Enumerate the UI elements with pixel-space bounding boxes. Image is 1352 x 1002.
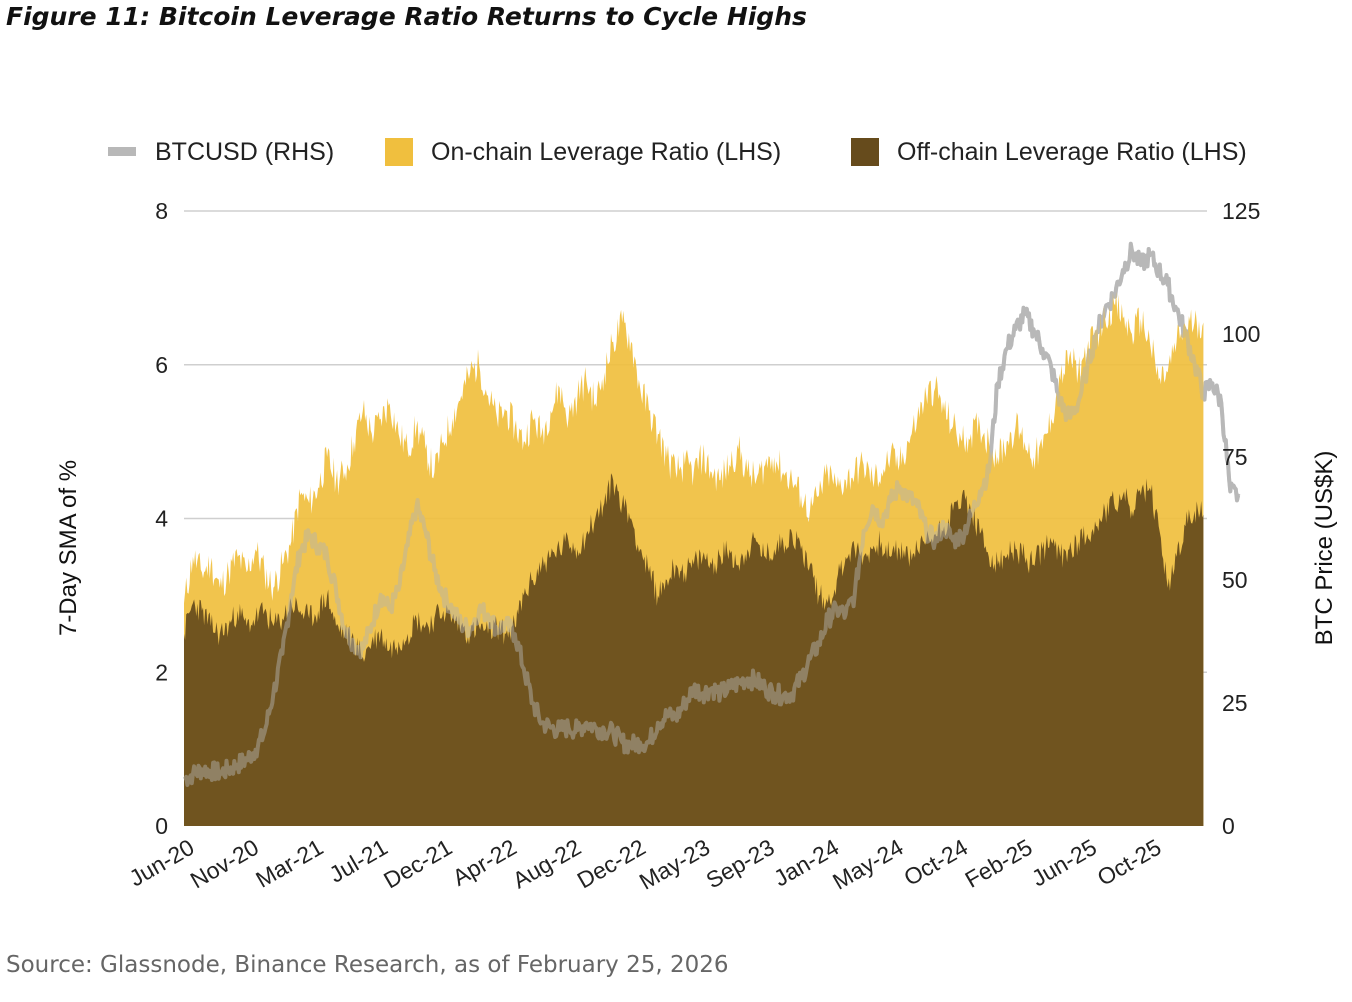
y-tick-label-right: 50 bbox=[1222, 567, 1248, 593]
plot-area bbox=[183, 241, 1241, 826]
x-tick-label: Dec-22 bbox=[573, 834, 650, 894]
x-tick-label: Apr-22 bbox=[448, 834, 521, 891]
x-tick-label: Sep-23 bbox=[701, 834, 778, 894]
x-tick-label: May-23 bbox=[635, 834, 714, 895]
x-tick-label: Nov-20 bbox=[186, 834, 263, 894]
legend-swatch-onchain bbox=[385, 138, 413, 166]
y-tick-label-right: 75 bbox=[1222, 444, 1248, 470]
series-btcusd-line-overlay bbox=[183, 241, 1241, 787]
x-tick-label: Jun-20 bbox=[125, 834, 199, 892]
y-tick-label-right: 25 bbox=[1222, 690, 1248, 716]
x-tick-label: Oct-25 bbox=[1093, 834, 1166, 891]
source-note: Source: Glassnode, Binance Research, as … bbox=[6, 952, 729, 978]
x-tick-label: May-24 bbox=[828, 834, 908, 895]
y-axis-title-right: BTC Price (US$K) bbox=[1311, 451, 1338, 646]
y-tick-label-right: 125 bbox=[1222, 198, 1260, 224]
legend-swatch-btcusd bbox=[108, 147, 136, 156]
x-tick-label: Aug-22 bbox=[508, 834, 585, 894]
y-tick-label-right: 100 bbox=[1222, 321, 1260, 347]
x-tick-label: Feb-25 bbox=[960, 834, 1036, 893]
y-tick-label-right: 0 bbox=[1222, 813, 1235, 839]
y-tick-label-left: 8 bbox=[155, 198, 168, 224]
series-offchain-area bbox=[184, 473, 1204, 826]
y-axis-title-left: 7-Day SMA of % bbox=[55, 460, 82, 636]
legend-swatch-offchain bbox=[851, 138, 879, 166]
x-tick-label: Jan-24 bbox=[769, 834, 843, 892]
y-tick-label-left: 4 bbox=[155, 506, 168, 532]
y-tick-label-left: 2 bbox=[155, 659, 168, 685]
legend-label-onchain: On-chain Leverage Ratio (LHS) bbox=[431, 138, 781, 166]
legend: BTCUSD (RHS) On-chain Leverage Ratio (LH… bbox=[108, 138, 1247, 166]
y-tick-label-left: 0 bbox=[155, 813, 168, 839]
x-tick-label: Jul-21 bbox=[325, 834, 392, 888]
x-tick-label: Dec-21 bbox=[379, 834, 456, 894]
x-tick-label: Jun-25 bbox=[1027, 834, 1101, 892]
legend-label-btcusd: BTCUSD (RHS) bbox=[155, 138, 334, 166]
figure-title: Figure 11: Bitcoin Leverage Ratio Return… bbox=[6, 2, 807, 31]
x-tick-label: Mar-21 bbox=[251, 834, 327, 893]
y-tick-label-left: 6 bbox=[155, 352, 168, 378]
legend-label-offchain: Off-chain Leverage Ratio (LHS) bbox=[897, 138, 1247, 166]
x-tick-label: Oct-24 bbox=[899, 834, 972, 891]
